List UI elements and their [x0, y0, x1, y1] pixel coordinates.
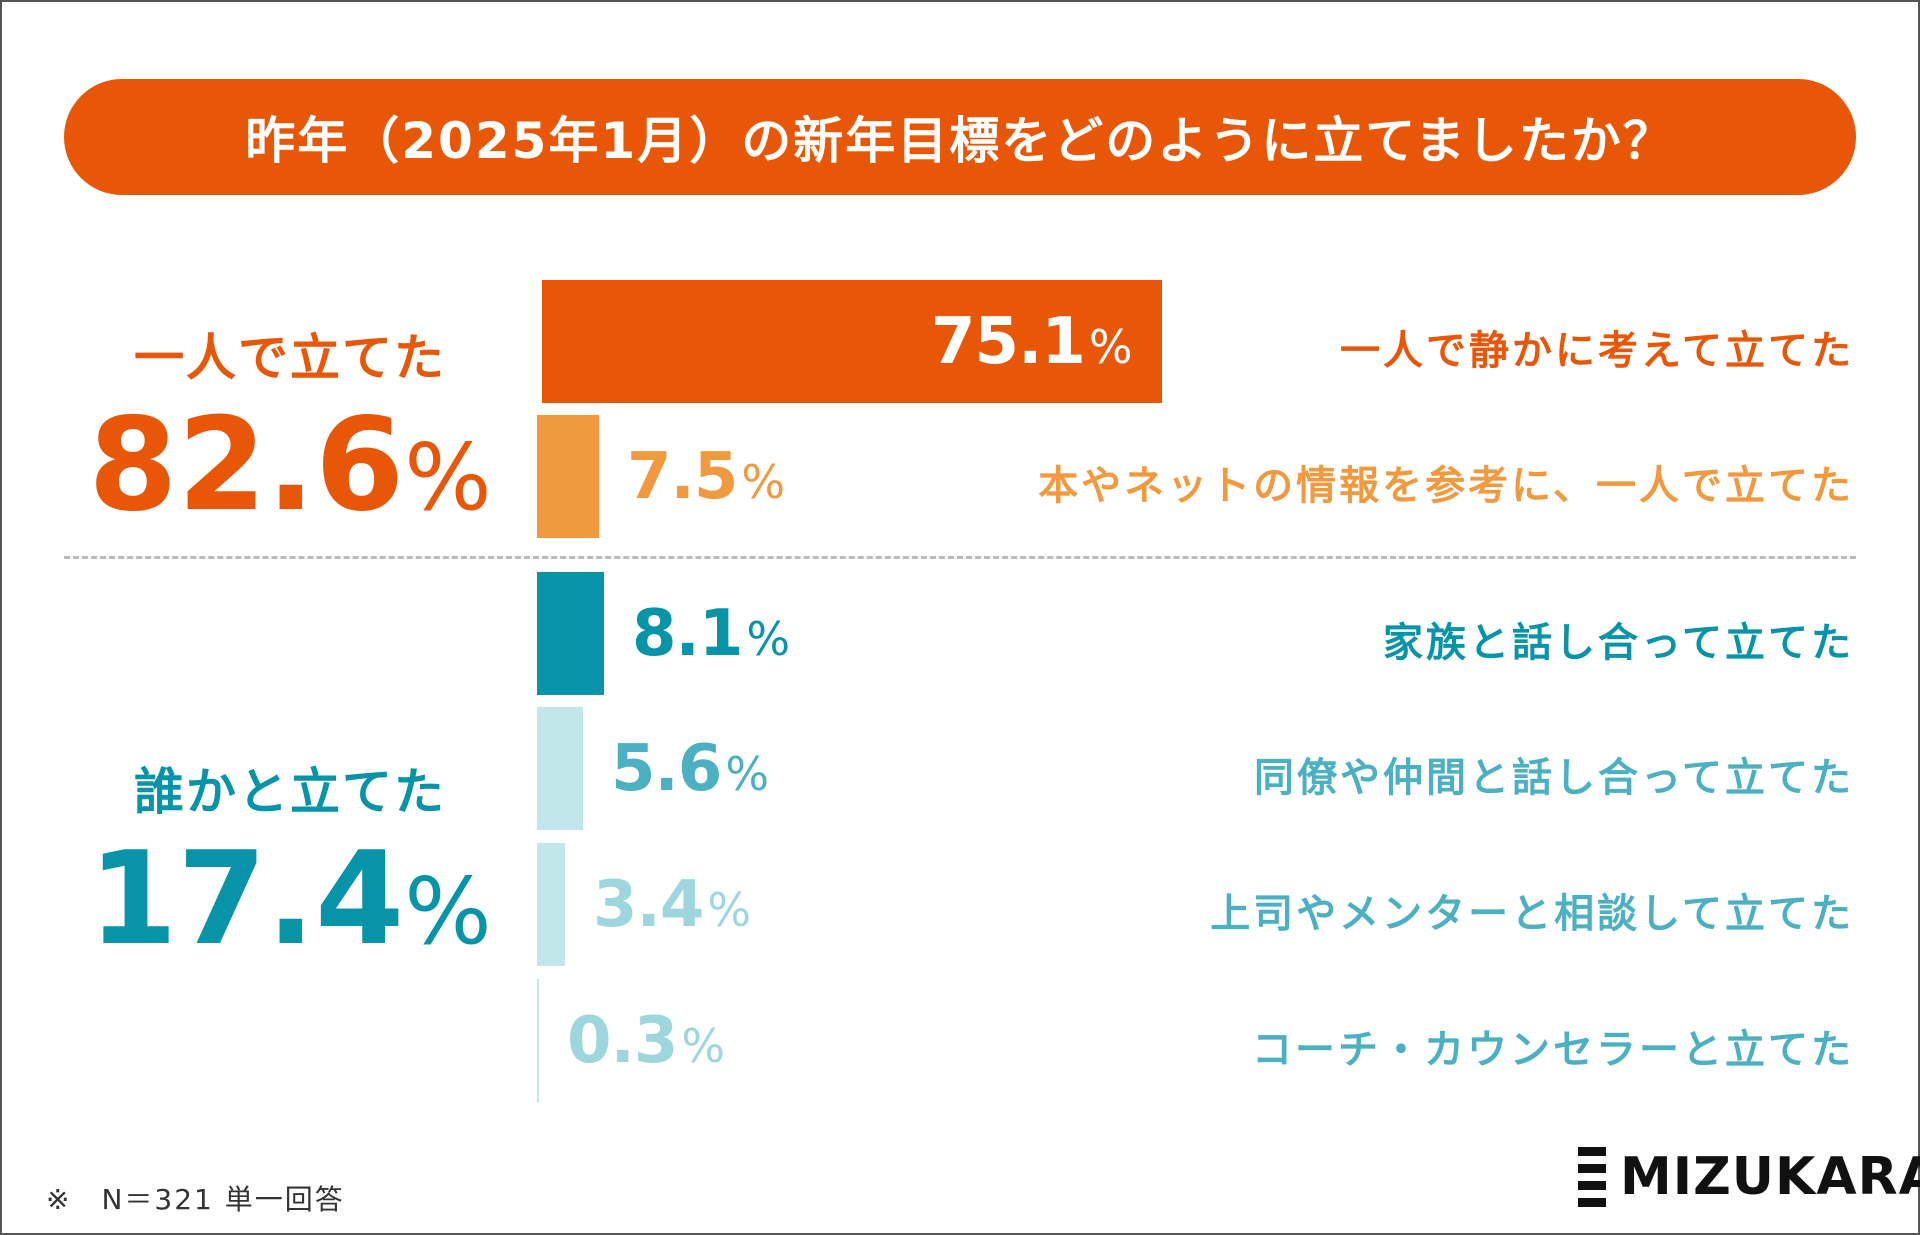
- bar-4: [537, 843, 565, 966]
- bar-category-label-5: コーチ・カウンセラーと立てた: [1252, 1027, 1854, 1073]
- bar-value-label-0: 75.1%: [931, 305, 1133, 379]
- bar-3: [537, 707, 583, 830]
- group-divider: [64, 556, 1856, 559]
- footnote: ※ N＝321 単一回答: [46, 1183, 345, 1216]
- group-total-together: 17.4%: [88, 825, 492, 974]
- bar-5: [537, 979, 539, 1102]
- stacked-bars-logo-icon: [1578, 1147, 1606, 1207]
- bar-category-label-3: 同僚や仲間と話し合って立てた: [1254, 755, 1854, 801]
- bar-category-label-4: 上司やメンターと相談して立てた: [1210, 891, 1854, 937]
- bar-category-label-1: 本やネットの情報を参考に、一人で立てた: [1038, 463, 1854, 509]
- group-name-together: 誰かと立てた: [134, 763, 446, 821]
- group-name-solo: 一人で立てた: [134, 329, 446, 387]
- group-total-solo: 82.6%: [88, 391, 492, 540]
- bar-value-label-2: 8.1%: [632, 597, 790, 671]
- logo-text: MIZUKARA: [1620, 1147, 1920, 1207]
- bar-0: [542, 280, 1162, 403]
- group-label-solo: 一人で立てた 82.6%: [80, 318, 500, 530]
- chart-title: 昨年（2025年1月）の新年目標をどのように立てましたか？: [64, 79, 1856, 195]
- bar-value-label-1: 7.5%: [627, 440, 785, 514]
- group-label-together: 誰かと立てた 17.4%: [80, 752, 500, 964]
- bar-category-label-0: 一人で静かに考えて立てた: [1340, 328, 1854, 374]
- bar-value-label-3: 5.6%: [611, 732, 769, 806]
- bar-value-label-4: 3.4%: [593, 868, 751, 942]
- bar-1: [537, 415, 599, 538]
- brand-logo: MIZUKARA: [1578, 1142, 1920, 1212]
- bar-category-label-2: 家族と話し合って立てた: [1383, 620, 1854, 666]
- bar-2: [537, 572, 604, 695]
- bar-value-label-5: 0.3%: [567, 1004, 725, 1078]
